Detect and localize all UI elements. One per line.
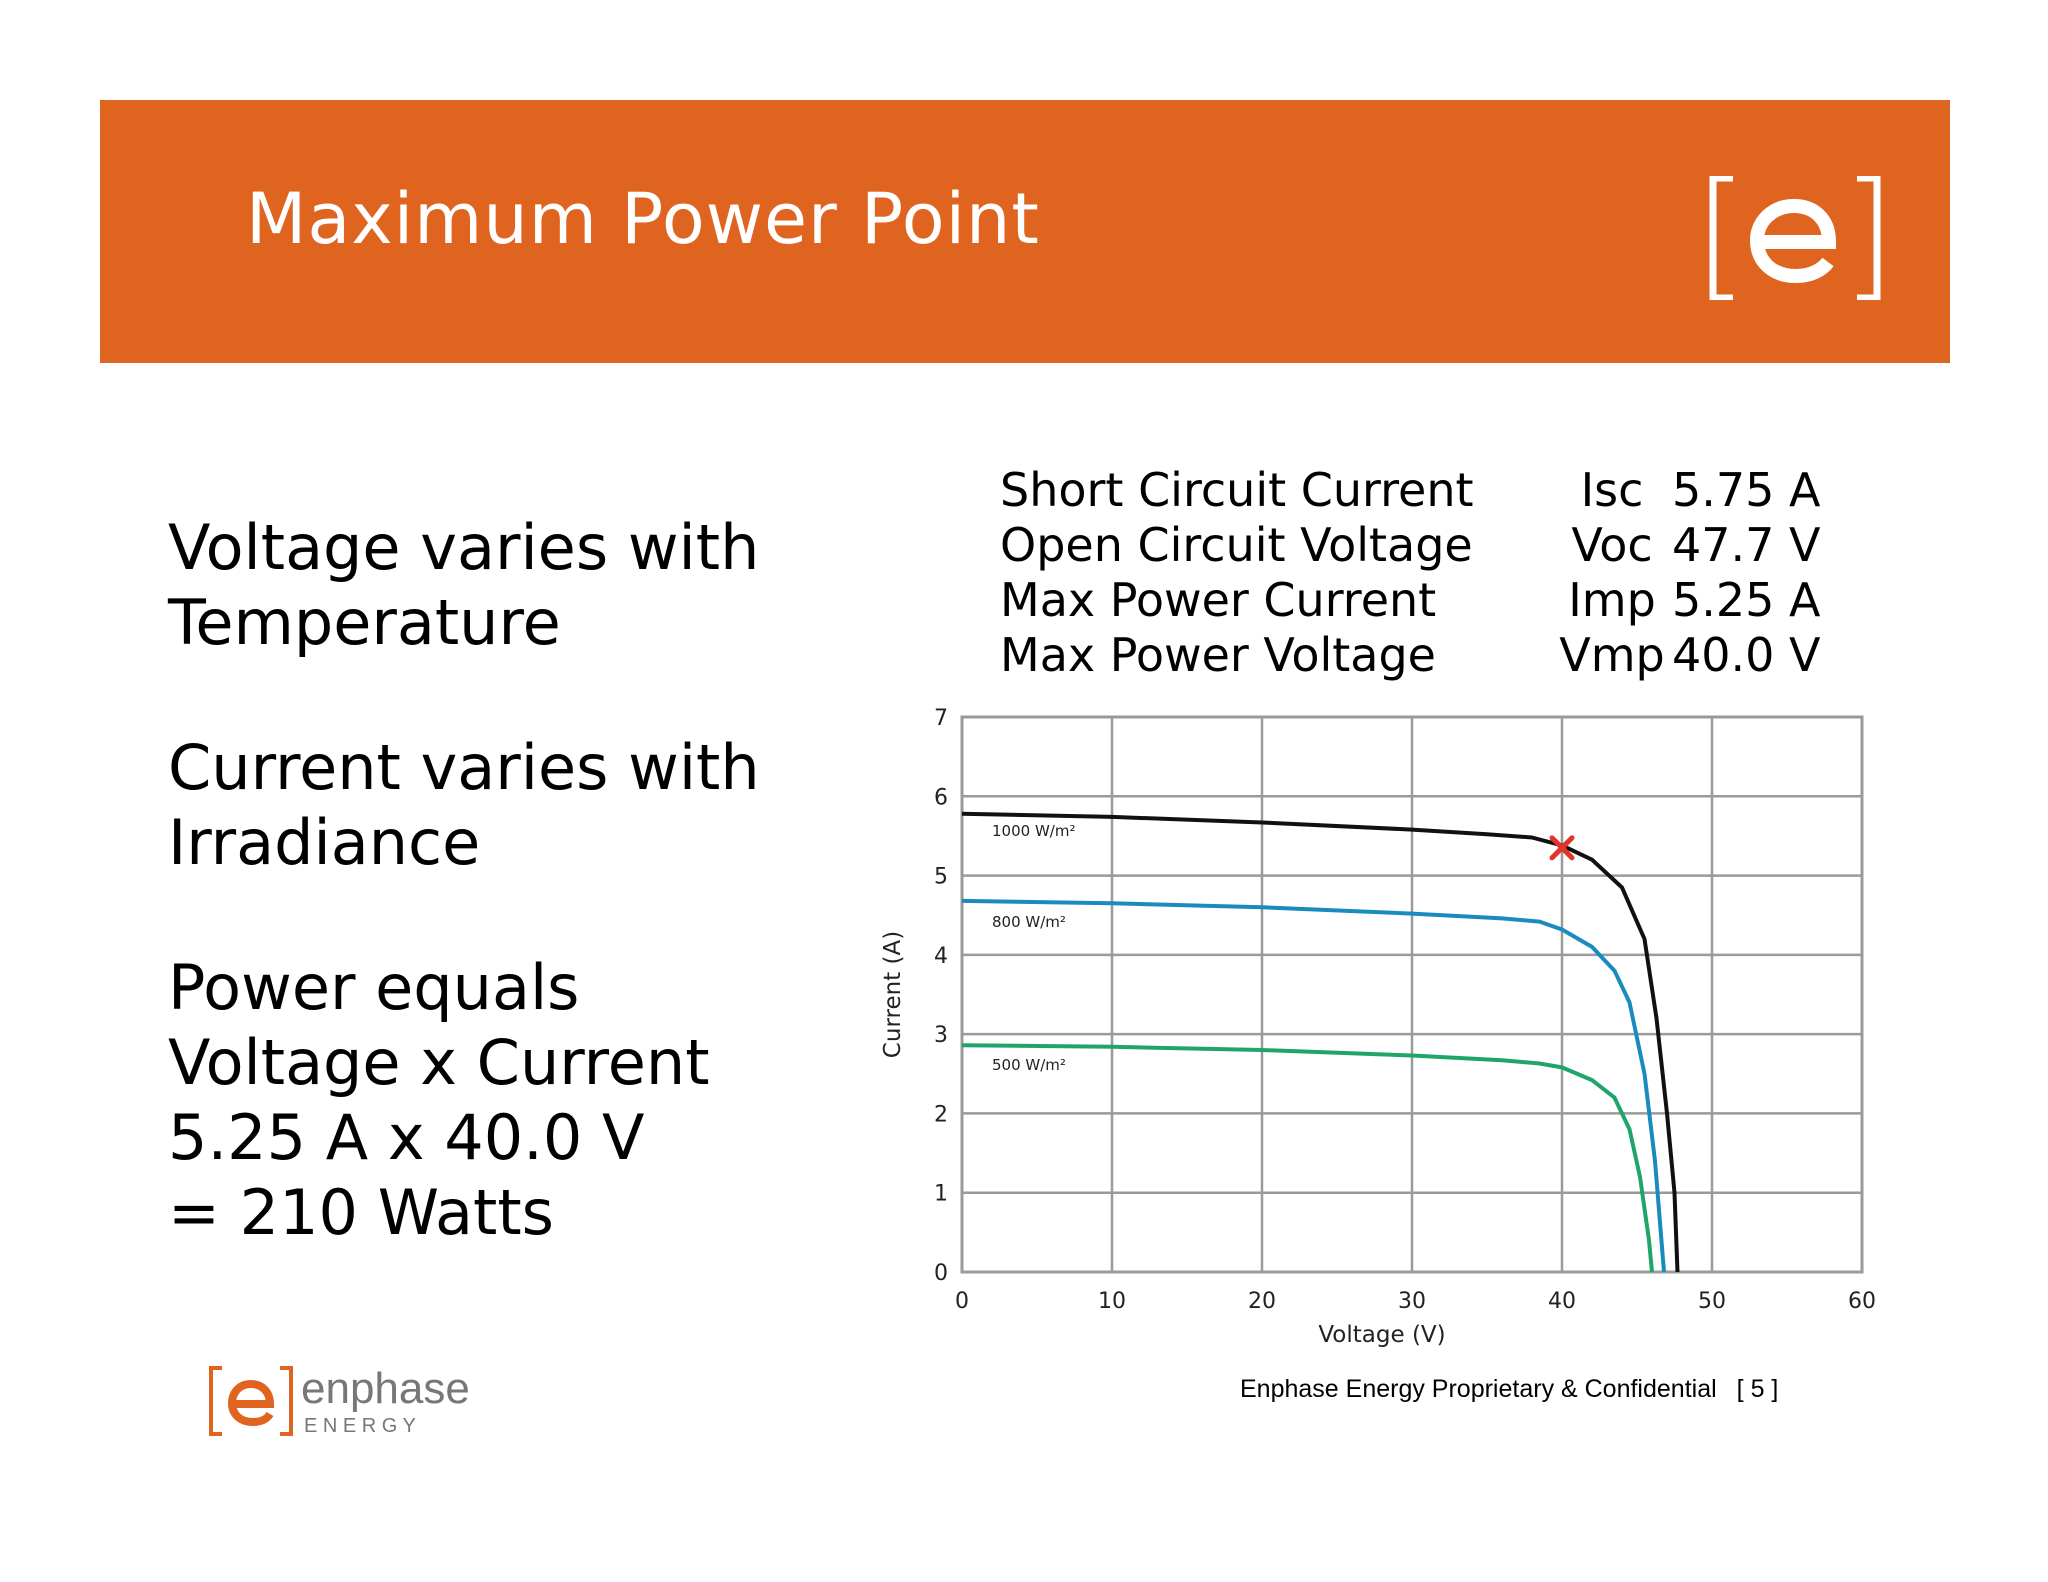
y-tick-label: 0 <box>934 1261 948 1286</box>
spec-label: Short Circuit Current <box>1000 463 1474 517</box>
irradiance-label: 1000 W/m² <box>992 822 1075 840</box>
spec-label: Open Circuit Voltage <box>1000 518 1473 572</box>
y-tick-label: 4 <box>934 944 948 969</box>
x-tick-label: 60 <box>1848 1289 1876 1314</box>
footer-logo-mark-icon <box>209 1366 293 1436</box>
spec-label: Max Power Current <box>1000 573 1437 627</box>
spec-value: 47.7 V <box>1672 518 1821 572</box>
slide-title: Maximum Power Point <box>246 178 1040 260</box>
spec-value: 5.75 A <box>1672 463 1821 517</box>
footer-brand-name: enphase <box>301 1364 470 1413</box>
bullet-list: Voltage varies with Temperature Current … <box>168 510 760 1250</box>
x-tick-label: 30 <box>1398 1289 1426 1314</box>
bullet-line: Voltage varies with <box>168 511 760 584</box>
x-tick-label: 50 <box>1698 1289 1726 1314</box>
page-number: [ 5 ] <box>1736 1375 1779 1403</box>
y-tick-label: 2 <box>934 1102 948 1127</box>
bullet-line: = 210 Watts <box>168 1176 554 1249</box>
iv-curve-chart: 0 10 20 30 40 50 60 0 1 2 3 4 5 6 7 Voltage (V) Current … <box>880 706 1876 1348</box>
plot-frame <box>960 715 1864 1274</box>
max-power-point-marker <box>1549 835 1575 861</box>
bullet-line: 5.25 A x 40.0 V <box>168 1101 645 1174</box>
spec-value: 5.25 A <box>1672 573 1821 627</box>
bullet-temperature: Voltage varies with Temperature <box>168 510 760 660</box>
y-tick-label: 5 <box>934 865 948 890</box>
title-banner: Maximum Power Point <box>100 100 1950 363</box>
bullet-line: Temperature <box>168 586 561 659</box>
y-tick-label: 1 <box>934 1182 948 1207</box>
y-tick-label: 7 <box>934 706 948 731</box>
spec-value: 40.0 V <box>1672 628 1821 682</box>
bullet-line: Irradiance <box>168 806 481 879</box>
x-tick-label: 20 <box>1248 1289 1276 1314</box>
series-line <box>961 898 1666 1273</box>
series-line <box>961 811 1680 1273</box>
bullet-line: Power equals <box>168 951 580 1024</box>
footer-text: Enphase Energy Proprietary & Confidentia… <box>1240 1375 1717 1403</box>
spec-symbol: Voc <box>1571 518 1653 572</box>
enphase-logo-icon <box>1709 176 1881 300</box>
bullet-line: Current varies with <box>168 731 760 804</box>
x-tick-label: 40 <box>1548 1289 1576 1314</box>
irradiance-label: 500 W/m² <box>992 1056 1066 1074</box>
spec-symbol: Vmp <box>1559 628 1665 682</box>
enphase-footer-logo: enphase E N E R G Y <box>209 1364 470 1437</box>
x-tick-label: 10 <box>1098 1289 1126 1314</box>
bullet-irradiance: Current varies with Irradiance <box>168 730 760 880</box>
spec-symbol: Isc <box>1580 463 1644 517</box>
bullet-line: Voltage x Current <box>168 1026 710 1099</box>
irradiance-label: 800 W/m² <box>992 913 1066 931</box>
y-axis-label: Current (A) <box>880 931 906 1058</box>
x-tick-label: 0 <box>955 1289 969 1314</box>
spec-label: Max Power Voltage <box>1000 628 1436 682</box>
series-line <box>961 1043 1654 1273</box>
footer-confidential: Enphase Energy Proprietary & Confidentia… <box>1240 1375 1778 1404</box>
y-tick-label: 6 <box>934 785 948 810</box>
footer-brand-sub: E N E R G Y <box>304 1415 416 1437</box>
y-tick-label: 3 <box>934 1023 948 1048</box>
x-axis-label: Voltage (V) <box>1318 1322 1445 1348</box>
spec-symbol: Imp <box>1568 573 1656 627</box>
bullet-power: Power equals Voltage x Current 5.25 A x … <box>168 950 760 1250</box>
